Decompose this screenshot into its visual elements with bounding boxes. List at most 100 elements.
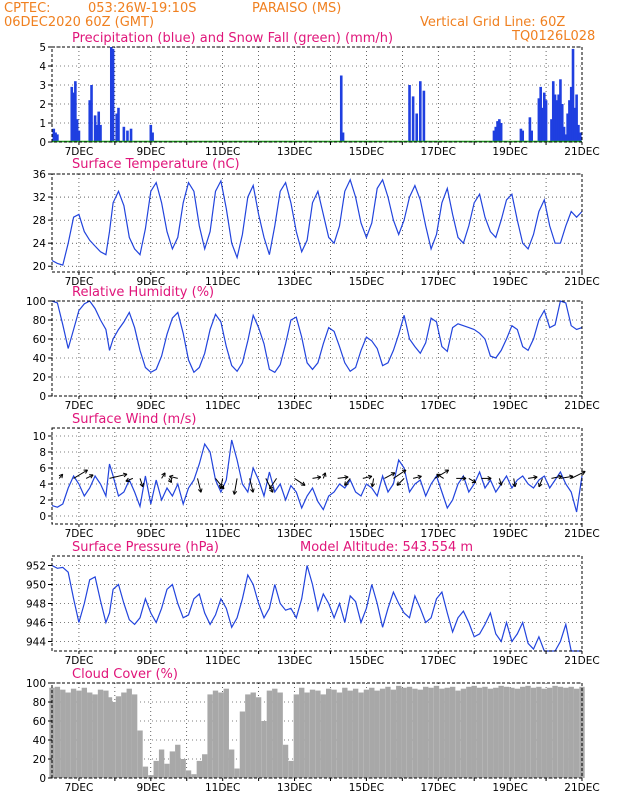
series-line [51, 439, 583, 513]
wind-vector-head [471, 478, 477, 484]
cloud-cover-bar [288, 760, 294, 778]
y-tick-label: 6 [39, 463, 46, 475]
x-tick-label: 21DEC [564, 146, 599, 158]
precip-bar [95, 124, 99, 142]
precip-bar [408, 85, 411, 142]
cloud-cover-bar [110, 702, 116, 778]
cloud-cover-bar [363, 689, 370, 778]
x-tick-label: 7DEC [65, 655, 94, 667]
wind-vector-head [250, 488, 255, 493]
x-tick-label: 13DEC [277, 400, 312, 412]
cloud-cover-bar [54, 686, 61, 778]
wind-vector [161, 472, 166, 479]
cloud-cover-bar [385, 686, 391, 778]
precip-bar [411, 96, 415, 142]
precip-bar [539, 86, 542, 142]
precip-bar [519, 128, 523, 142]
precip-bar [419, 81, 422, 142]
precip-bar [77, 130, 81, 142]
x-tick-label: 11DEC [205, 528, 240, 540]
cloud-cover-bar [487, 688, 494, 778]
wind-vector-head [269, 488, 274, 493]
precip-bar [557, 94, 560, 142]
wind-vector-head [167, 478, 173, 484]
x-tick-label: 21DEC [564, 276, 599, 288]
panel-title: Cloud Cover (%) [72, 667, 178, 682]
cloud-cover-bar [60, 689, 66, 778]
precip-bar [88, 100, 92, 142]
precip-bar [151, 132, 154, 142]
wind-vector [434, 469, 449, 479]
y-tick-label: 0 [39, 137, 46, 149]
y-tick-label: 0 [39, 773, 46, 785]
y-tick-label: 40 [33, 735, 46, 747]
cloud-cover-bar [476, 687, 483, 778]
wind-vector [337, 476, 349, 479]
precip-bar [528, 117, 532, 142]
precip-bar [56, 134, 59, 142]
cloud-cover-bar [342, 687, 348, 778]
precip-bar [74, 81, 77, 142]
wind-vector-head [370, 482, 376, 488]
wind-vector-head [417, 474, 422, 480]
y-tick-label: 20 [33, 754, 46, 766]
wind-vector [528, 476, 538, 479]
x-tick-label: 7DEC [65, 528, 94, 540]
cloud-cover-bar [536, 686, 542, 778]
y-tick-label: 100 [26, 296, 46, 308]
panel-frame [51, 300, 583, 397]
cloud-cover-bar [514, 688, 520, 778]
cloud-cover-bar [106, 697, 113, 778]
x-tick-label: 13DEC [277, 655, 312, 667]
cloud-cover-bar [70, 688, 77, 778]
cloud-cover-bar [293, 694, 300, 778]
cloud-cover-bar [142, 766, 149, 778]
y-tick-label: 948 [26, 599, 46, 611]
y-tick-label: 944 [26, 637, 46, 649]
y-tick-label: 952 [26, 561, 46, 573]
y-tick-label: 60 [33, 334, 46, 346]
precip-bar [562, 126, 566, 142]
x-tick-label: 19DEC [492, 782, 527, 794]
cloud-cover-bar [568, 686, 574, 778]
y-tick-label: 28 [33, 215, 46, 227]
wind-vector [109, 473, 128, 479]
cloud-cover-bar [239, 711, 246, 778]
cloud-cover-bar [137, 730, 143, 778]
cloud-cover-bar [92, 694, 98, 778]
y-tick-label: 24 [33, 238, 47, 250]
wind-vector [197, 478, 202, 493]
x-tick-label: 9DEC [136, 528, 165, 540]
cloud-cover-bar [180, 759, 186, 778]
wind-vector [436, 473, 444, 479]
panel-frame [51, 46, 583, 143]
precip-bar [568, 100, 571, 142]
y-tick-label: 946 [26, 618, 46, 630]
x-tick-label: 21DEC [564, 528, 599, 540]
cloud-cover-bar [196, 760, 202, 778]
wind-vector [249, 478, 254, 493]
x-tick-label: 19DEC [492, 528, 527, 540]
wind-vector [85, 474, 94, 479]
panel-frame [51, 427, 583, 525]
precip-bar [541, 107, 544, 142]
cloud-cover-bar [81, 687, 88, 778]
series-line [51, 300, 583, 374]
y-tick-label: 4 [39, 61, 46, 73]
y-tick-label: 0 [39, 391, 46, 403]
wind-vector-head [401, 469, 407, 474]
precip-bar [553, 94, 557, 142]
header-run-id: TQ0126L028 [512, 29, 596, 44]
precip-bar [571, 48, 575, 142]
cloud-cover-bar [428, 687, 434, 778]
cloud-cover-bar [396, 685, 402, 778]
precip-bar [551, 81, 555, 142]
wind-vector [139, 478, 144, 487]
wind-vector-head [125, 477, 130, 483]
precip-bar [122, 126, 126, 142]
cloud-cover-bar [126, 688, 132, 778]
cloud-cover-bar [439, 688, 445, 778]
x-tick-label: 11DEC [205, 655, 240, 667]
x-tick-label: 15DEC [349, 276, 384, 288]
cloud-cover-bar [455, 690, 461, 778]
